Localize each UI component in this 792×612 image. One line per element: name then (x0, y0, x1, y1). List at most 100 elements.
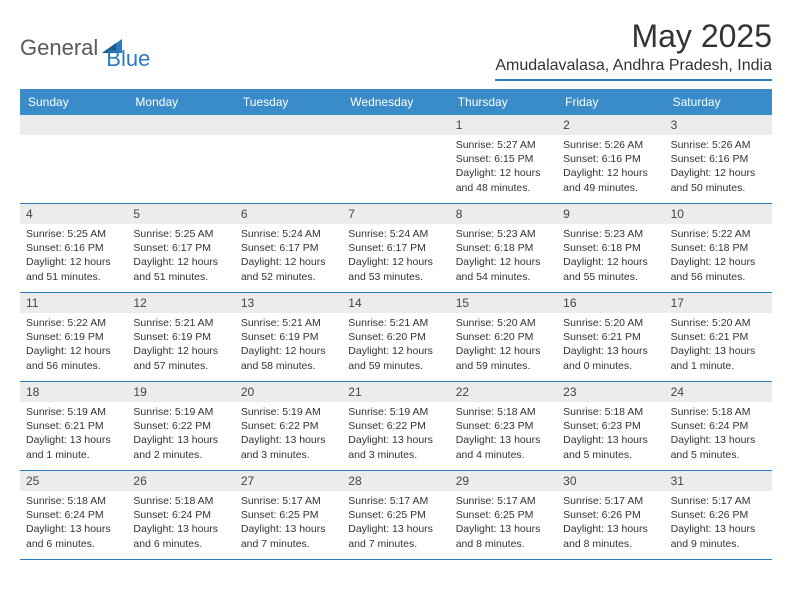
daylight-text: Daylight: 13 hours and 3 minutes. (348, 433, 443, 461)
cell-body: Sunrise: 5:26 AMSunset: 6:16 PMDaylight:… (557, 135, 664, 201)
sunset-text: Sunset: 6:22 PM (133, 419, 228, 433)
day-number: 27 (235, 471, 342, 491)
daylight-text: Daylight: 12 hours and 59 minutes. (456, 344, 551, 372)
daylight-text: Daylight: 13 hours and 8 minutes. (456, 522, 551, 550)
sunset-text: Sunset: 6:16 PM (671, 152, 766, 166)
daylight-text: Daylight: 13 hours and 5 minutes. (671, 433, 766, 461)
sunrise-text: Sunrise: 5:19 AM (133, 405, 228, 419)
day-number: 13 (235, 293, 342, 313)
cell-body: Sunrise: 5:23 AMSunset: 6:18 PMDaylight:… (450, 224, 557, 290)
calendar-cell: 14Sunrise: 5:21 AMSunset: 6:20 PMDayligh… (342, 293, 449, 381)
daylight-text: Daylight: 12 hours and 56 minutes. (671, 255, 766, 283)
sunrise-text: Sunrise: 5:24 AM (241, 227, 336, 241)
cell-body: Sunrise: 5:24 AMSunset: 6:17 PMDaylight:… (235, 224, 342, 290)
sunset-text: Sunset: 6:21 PM (563, 330, 658, 344)
sunset-text: Sunset: 6:19 PM (133, 330, 228, 344)
sunrise-text: Sunrise: 5:18 AM (133, 494, 228, 508)
cell-body: Sunrise: 5:18 AMSunset: 6:23 PMDaylight:… (450, 402, 557, 468)
daylight-text: Daylight: 12 hours and 55 minutes. (563, 255, 658, 283)
daylight-text: Daylight: 12 hours and 58 minutes. (241, 344, 336, 372)
daylight-text: Daylight: 13 hours and 6 minutes. (26, 522, 121, 550)
day-number: 30 (557, 471, 664, 491)
calendar-cell: 23Sunrise: 5:18 AMSunset: 6:23 PMDayligh… (557, 382, 664, 470)
day-number (235, 115, 342, 135)
sunset-text: Sunset: 6:21 PM (26, 419, 121, 433)
day-header-thursday: Thursday (450, 89, 557, 115)
day-number: 26 (127, 471, 234, 491)
calendar-cell: 17Sunrise: 5:20 AMSunset: 6:21 PMDayligh… (665, 293, 772, 381)
sunrise-text: Sunrise: 5:19 AM (26, 405, 121, 419)
day-number: 6 (235, 204, 342, 224)
day-number: 9 (557, 204, 664, 224)
calendar-cell: 13Sunrise: 5:21 AMSunset: 6:19 PMDayligh… (235, 293, 342, 381)
sunset-text: Sunset: 6:18 PM (456, 241, 551, 255)
day-number: 2 (557, 115, 664, 135)
sunrise-text: Sunrise: 5:20 AM (563, 316, 658, 330)
day-number: 29 (450, 471, 557, 491)
daylight-text: Daylight: 13 hours and 9 minutes. (671, 522, 766, 550)
day-number: 11 (20, 293, 127, 313)
day-number: 1 (450, 115, 557, 135)
calendar-week: 1Sunrise: 5:27 AMSunset: 6:15 PMDaylight… (20, 115, 772, 204)
calendar: Sunday Monday Tuesday Wednesday Thursday… (20, 89, 772, 560)
sunset-text: Sunset: 6:24 PM (26, 508, 121, 522)
calendar-cell: 1Sunrise: 5:27 AMSunset: 6:15 PMDaylight… (450, 115, 557, 203)
daylight-text: Daylight: 13 hours and 7 minutes. (241, 522, 336, 550)
sunset-text: Sunset: 6:16 PM (26, 241, 121, 255)
calendar-cell: 16Sunrise: 5:20 AMSunset: 6:21 PMDayligh… (557, 293, 664, 381)
sunrise-text: Sunrise: 5:24 AM (348, 227, 443, 241)
calendar-cell: 8Sunrise: 5:23 AMSunset: 6:18 PMDaylight… (450, 204, 557, 292)
daylight-text: Daylight: 12 hours and 51 minutes. (133, 255, 228, 283)
sunrise-text: Sunrise: 5:20 AM (671, 316, 766, 330)
calendar-cell: 4Sunrise: 5:25 AMSunset: 6:16 PMDaylight… (20, 204, 127, 292)
sunset-text: Sunset: 6:17 PM (241, 241, 336, 255)
sunset-text: Sunset: 6:19 PM (26, 330, 121, 344)
daylight-text: Daylight: 13 hours and 7 minutes. (348, 522, 443, 550)
sunrise-text: Sunrise: 5:23 AM (456, 227, 551, 241)
calendar-cell: 24Sunrise: 5:18 AMSunset: 6:24 PMDayligh… (665, 382, 772, 470)
sunset-text: Sunset: 6:18 PM (671, 241, 766, 255)
calendar-cell: 7Sunrise: 5:24 AMSunset: 6:17 PMDaylight… (342, 204, 449, 292)
cell-body: Sunrise: 5:25 AMSunset: 6:17 PMDaylight:… (127, 224, 234, 290)
day-header-sunday: Sunday (20, 89, 127, 115)
sunrise-text: Sunrise: 5:17 AM (241, 494, 336, 508)
daylight-text: Daylight: 13 hours and 8 minutes. (563, 522, 658, 550)
daylight-text: Daylight: 12 hours and 59 minutes. (348, 344, 443, 372)
sunset-text: Sunset: 6:26 PM (563, 508, 658, 522)
sunset-text: Sunset: 6:18 PM (563, 241, 658, 255)
day-number: 21 (342, 382, 449, 402)
daylight-text: Daylight: 12 hours and 51 minutes. (26, 255, 121, 283)
calendar-cell: 31Sunrise: 5:17 AMSunset: 6:26 PMDayligh… (665, 471, 772, 559)
cell-body: Sunrise: 5:17 AMSunset: 6:25 PMDaylight:… (235, 491, 342, 557)
day-header-friday: Friday (557, 89, 664, 115)
calendar-cell (20, 115, 127, 203)
logo-text-general: General (20, 35, 98, 61)
title-block: May 2025 Amudalavalasa, Andhra Pradesh, … (495, 18, 772, 81)
sunset-text: Sunset: 6:23 PM (563, 419, 658, 433)
sunrise-text: Sunrise: 5:21 AM (348, 316, 443, 330)
cell-body: Sunrise: 5:27 AMSunset: 6:15 PMDaylight:… (450, 135, 557, 201)
daylight-text: Daylight: 12 hours and 54 minutes. (456, 255, 551, 283)
cell-body: Sunrise: 5:17 AMSunset: 6:25 PMDaylight:… (450, 491, 557, 557)
day-number (20, 115, 127, 135)
calendar-week: 18Sunrise: 5:19 AMSunset: 6:21 PMDayligh… (20, 382, 772, 471)
sunrise-text: Sunrise: 5:20 AM (456, 316, 551, 330)
sunrise-text: Sunrise: 5:18 AM (456, 405, 551, 419)
daylight-text: Daylight: 13 hours and 2 minutes. (133, 433, 228, 461)
daylight-text: Daylight: 13 hours and 5 minutes. (563, 433, 658, 461)
day-number: 17 (665, 293, 772, 313)
day-number (342, 115, 449, 135)
header: General Blue May 2025 Amudalavalasa, And… (20, 18, 772, 81)
calendar-cell: 29Sunrise: 5:17 AMSunset: 6:25 PMDayligh… (450, 471, 557, 559)
sunrise-text: Sunrise: 5:17 AM (348, 494, 443, 508)
day-number (127, 115, 234, 135)
daylight-text: Daylight: 13 hours and 1 minute. (26, 433, 121, 461)
sunrise-text: Sunrise: 5:18 AM (671, 405, 766, 419)
sunrise-text: Sunrise: 5:19 AM (241, 405, 336, 419)
daylight-text: Daylight: 12 hours and 50 minutes. (671, 166, 766, 194)
sunrise-text: Sunrise: 5:27 AM (456, 138, 551, 152)
day-header-saturday: Saturday (665, 89, 772, 115)
cell-body: Sunrise: 5:19 AMSunset: 6:22 PMDaylight:… (342, 402, 449, 468)
daylight-text: Daylight: 13 hours and 3 minutes. (241, 433, 336, 461)
calendar-cell: 27Sunrise: 5:17 AMSunset: 6:25 PMDayligh… (235, 471, 342, 559)
